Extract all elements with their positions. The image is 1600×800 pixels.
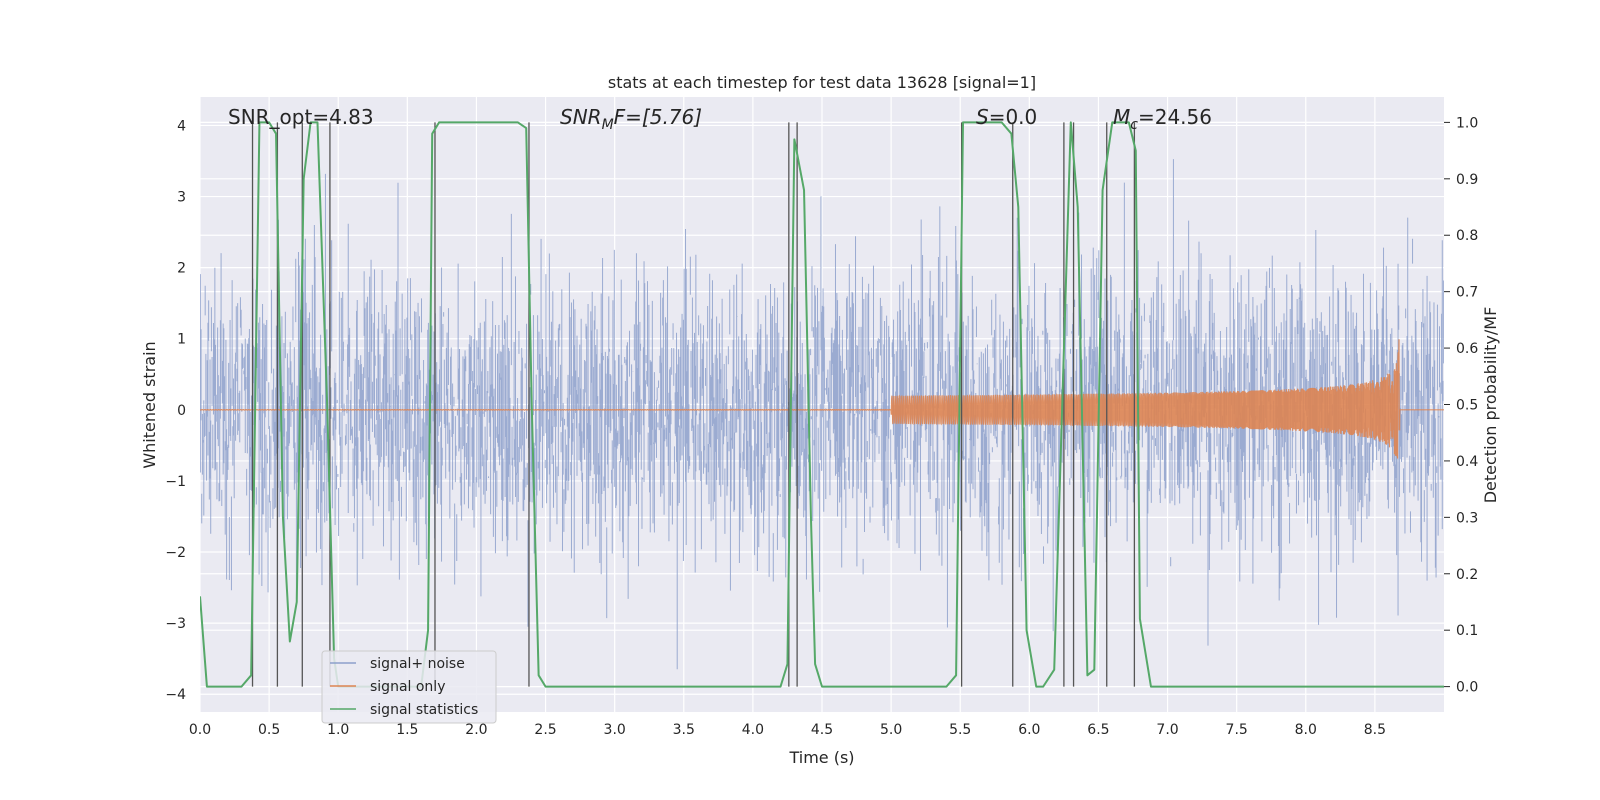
x-tick-label: 3.0 <box>604 722 626 738</box>
snr-mf-sub: M <box>602 117 614 133</box>
x-tick-label: 6.0 <box>1018 722 1040 738</box>
y-axis-right-ticks: 1.0 0.9 0.8 0.7 0.6 0.5 0.4 0.3 0.2 0.1 0.0 <box>1444 115 1478 696</box>
y-right-tick-label: 0.5 <box>1456 398 1478 414</box>
y-right-tick-label: 0.4 <box>1456 454 1478 470</box>
y-axis-left-ticks: 4 3 2 1 0 −1 −2 −3 −4 <box>165 118 186 703</box>
y-left-tick-label: 1 <box>177 332 186 348</box>
y-right-tick-label: 0.1 <box>1456 623 1478 639</box>
y-right-tick-label: 0.0 <box>1456 680 1478 696</box>
x-tick-label: 8.0 <box>1295 722 1317 738</box>
annotation-snr-opt: SNR_opt=4.83 <box>228 105 374 129</box>
y-axis-left-label: Whitened strain <box>140 341 159 468</box>
mc-base: M <box>1113 105 1130 129</box>
signal-only-trace <box>200 339 1444 459</box>
x-tick-label: 6.5 <box>1087 722 1109 738</box>
legend-label-signal-statistics: signal statistics <box>370 702 478 718</box>
y-right-tick-label: 0.9 <box>1456 172 1478 188</box>
signal-noise-series <box>200 159 1444 670</box>
s-rest: =0.0 <box>989 105 1038 129</box>
x-tick-label: 0.0 <box>189 722 211 738</box>
x-tick-label: 2.5 <box>534 722 556 738</box>
y-left-tick-label: 2 <box>177 261 186 277</box>
y-left-tick-label: 3 <box>177 190 186 206</box>
y-left-tick-label: −2 <box>165 545 186 561</box>
x-tick-label: 3.5 <box>673 722 695 738</box>
legend-label-signal-noise: signal+ noise <box>370 656 465 672</box>
x-tick-label: 4.5 <box>811 722 833 738</box>
chart-title: stats at each timestep for test data 136… <box>608 73 1036 92</box>
y-left-tick-label: 4 <box>177 118 186 134</box>
mc-sub: c <box>1130 117 1138 133</box>
y-right-tick-label: 0.7 <box>1456 285 1478 301</box>
y-right-tick-label: 0.6 <box>1456 341 1478 357</box>
signal-only-series <box>200 339 1444 459</box>
x-tick-label: 8.5 <box>1364 722 1386 738</box>
x-tick-label: 4.0 <box>742 722 764 738</box>
x-tick-label: 7.0 <box>1156 722 1178 738</box>
legend-label-signal-only: signal only <box>370 679 445 695</box>
x-tick-label: 2.0 <box>465 722 487 738</box>
y-left-tick-label: −3 <box>165 616 186 632</box>
s-var: S <box>976 105 989 129</box>
y-left-tick-label: 0 <box>177 403 186 419</box>
y-axis-right-label: Detection probability/MF <box>1481 307 1500 504</box>
mc-rest: =24.56 <box>1138 105 1212 129</box>
x-axis-ticks: 0.0 0.5 1.0 1.5 2.0 2.5 3.0 3.5 4.0 4.5 5.0 5.5 6.0 6… <box>189 722 1386 738</box>
x-tick-label: 0.5 <box>258 722 280 738</box>
signal-statistics-series <box>200 121 1444 688</box>
x-tick-label: 1.0 <box>327 722 349 738</box>
signal-noise-trace <box>200 159 1444 670</box>
y-right-tick-label: 0.8 <box>1456 228 1478 244</box>
snr-mf-rest: F=[5.76] <box>614 105 702 129</box>
annotation-snr-mf: SNRMF=[5.76] <box>560 105 702 133</box>
x-tick-label: 5.0 <box>880 722 902 738</box>
annotation-s: S=0.0 <box>976 105 1037 129</box>
legend-box <box>321 650 497 724</box>
signal-statistics-line <box>200 121 1444 688</box>
y-right-tick-label: 0.2 <box>1456 567 1478 583</box>
legend: signal+ noise signal only signal statist… <box>321 650 497 724</box>
y-right-tick-label: 0.3 <box>1456 510 1478 526</box>
snr-mf-base: SNR <box>560 105 602 129</box>
annotation-mc: Mc=24.56 <box>1113 105 1212 133</box>
y-left-tick-label: −1 <box>165 474 186 490</box>
x-tick-label: 7.5 <box>1226 722 1248 738</box>
x-tick-label: 1.5 <box>396 722 418 738</box>
y-right-tick-label: 1.0 <box>1456 115 1478 131</box>
x-tick-label: 5.5 <box>949 722 971 738</box>
y-left-tick-label: −4 <box>165 687 186 703</box>
x-axis-label: Time (s) <box>788 748 854 767</box>
